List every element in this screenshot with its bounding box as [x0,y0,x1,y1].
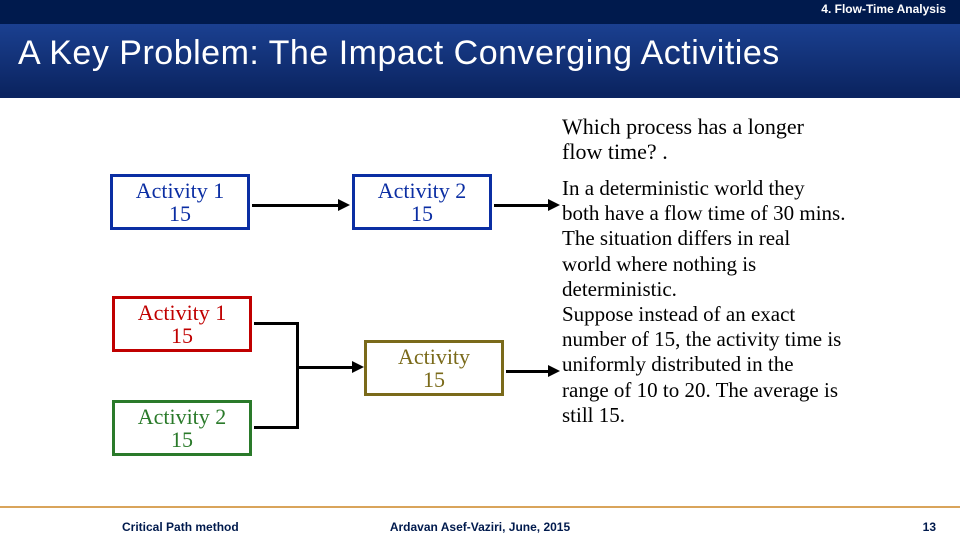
para-line: deterministic. [562,277,932,302]
para-line: In a deterministic world they [562,176,932,201]
para-line: uniformly distributed in the [562,352,932,377]
box-label: Activity 1 [136,179,225,202]
arrow-a1-to-a2 [252,200,350,212]
box-activity2-green: Activity 2 15 [112,400,252,456]
para-line: Suppose instead of an exact [562,302,932,327]
box-label: Activity 1 [138,301,227,324]
question-line: Which process has a longer [562,114,902,139]
footer-left: Critical Path method [122,520,239,534]
top-bar [0,0,960,24]
box-value: 15 [169,202,191,225]
para-line: still 15. [562,403,932,428]
slide: 4. Flow-Time Analysis A Key Problem: The… [0,0,960,540]
box-value: 15 [171,324,193,347]
chapter-label: 4. Flow-Time Analysis [821,2,946,16]
question-text: Which process has a longer flow time? . [562,114,902,165]
question-line: flow time? . [562,139,902,164]
para-line: range of 10 to 20. The average is [562,378,932,403]
box-activity1-red: Activity 1 15 [112,296,252,352]
box-label: Activity 2 [378,179,467,202]
box-activity2-blue: Activity 2 15 [352,174,492,230]
box-value: 15 [411,202,433,225]
para-line: The situation differs in real [562,226,932,251]
para-line: both have a flow time of 30 mins. [562,201,932,226]
arrow-a2-to-text [494,200,560,212]
box-activity1-blue: Activity 1 15 [110,174,250,230]
slide-title: A Key Problem: The Impact Converging Act… [18,34,780,73]
box-activity3-olive: Activity 15 [364,340,504,396]
arrow-olive-to-text [506,366,560,378]
para-line: number of 15, the activity time is [562,327,932,352]
box-label: Activity [398,345,470,368]
para-line: world where nothing is [562,252,932,277]
explanation-paragraph: In a deterministic world they both have … [562,176,932,428]
footer: Critical Path method Ardavan Asef-Vaziri… [0,506,960,540]
box-value: 15 [171,428,193,451]
box-value: 15 [423,368,445,391]
content-area: Activity 1 15 Activity 2 15 Activity 1 1… [0,100,960,506]
footer-right: 13 [923,520,936,534]
footer-center: Ardavan Asef-Vaziri, June, 2015 [390,520,570,534]
box-label: Activity 2 [138,405,227,428]
